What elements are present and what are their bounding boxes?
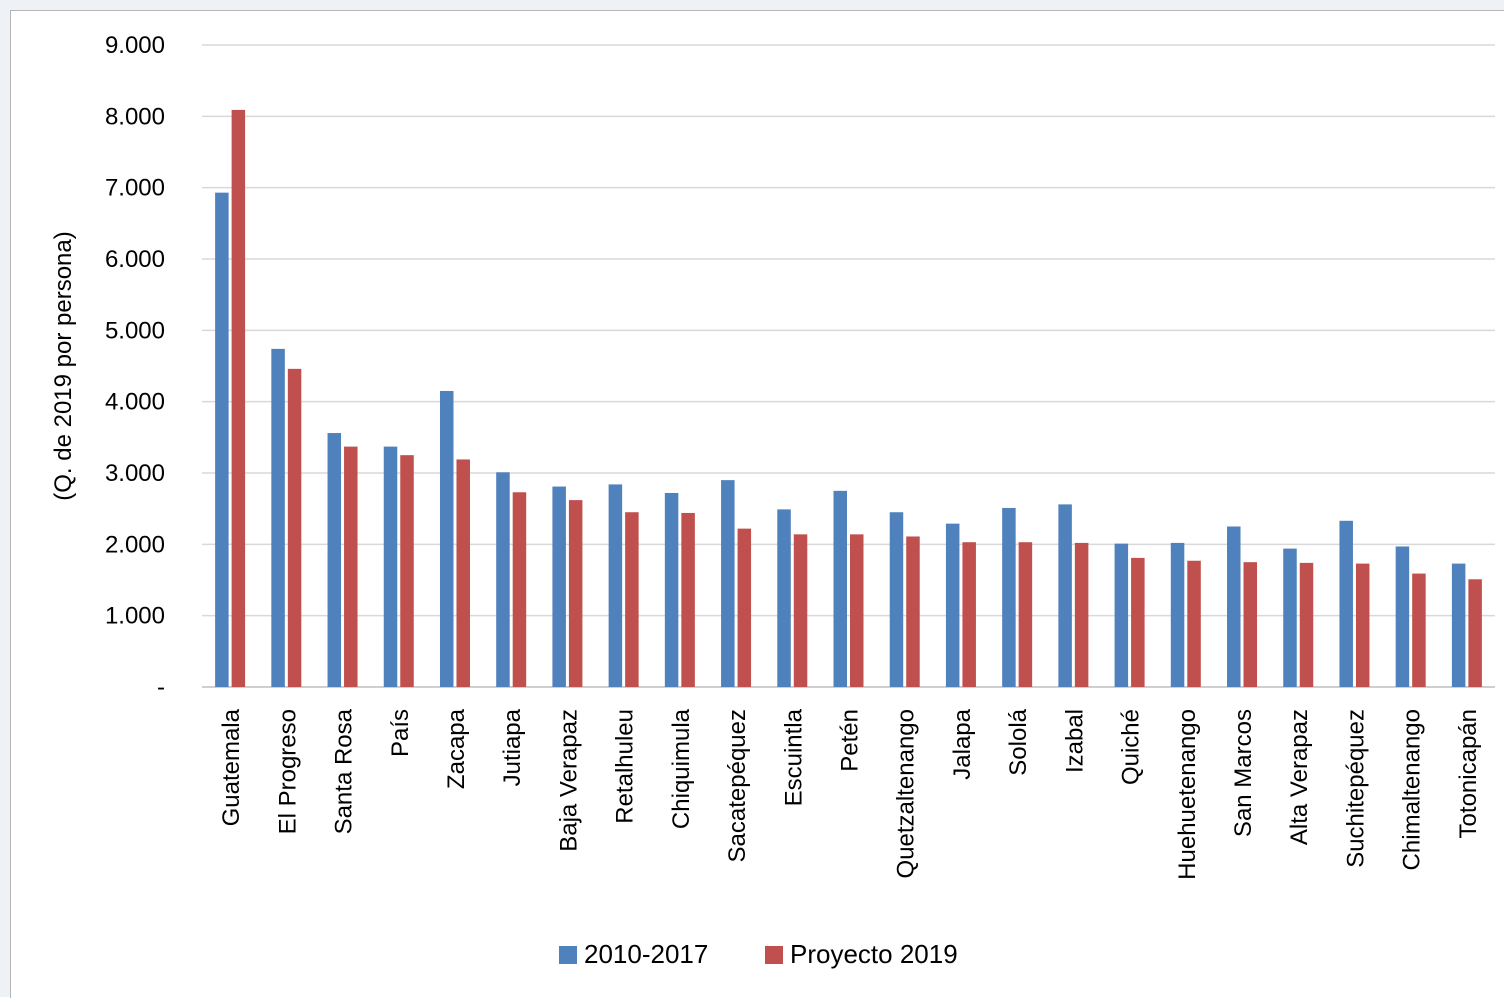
bar-series-2 [625,512,639,687]
bar-series-1 [777,509,791,687]
x-category-label: Sololá [1005,708,1032,775]
x-category-label: Chiquimula [668,708,695,829]
y-tick-label: 3.000 [105,460,165,487]
bar-series-1 [1058,504,1072,687]
bar-series-2 [1299,562,1314,687]
bar-series-2 [1131,557,1145,687]
bar-series-1 [889,512,904,687]
x-category-label: Suchitepéquez [1342,709,1369,868]
bar-series-1 [833,490,847,687]
x-category-label: País [387,709,414,757]
bar-series-2 [287,368,302,687]
bar-series-1 [439,390,454,687]
y-tick-label: 5.000 [105,317,165,344]
x-category-label: Escuintla [780,708,807,806]
x-category-label: Chimaltenango [1399,709,1426,870]
x-category-label: San Marcos [1230,709,1257,837]
x-category-label: Sacatepéquez [724,709,751,862]
bar-series-2 [1412,573,1426,687]
y-tick-label: 9.000 [105,32,165,59]
x-category-label: Totonicapán [1455,709,1482,838]
bar-series-1 [945,523,960,687]
bar-series-2 [1074,542,1089,687]
bar-series-2 [1355,563,1370,687]
legend-label: Proyecto 2019 [790,939,958,969]
x-category-label: Jutiapa [499,708,526,786]
bar-series-1 [1170,542,1185,687]
bar-series-2 [344,446,358,687]
bar-series-1 [1002,507,1016,687]
x-category-label: Petén [837,709,864,772]
chart-area: - 1.000 2.000 3.000 4.000 5.000 6.000 7.000 8.00… [10,10,1504,998]
x-category-label: Alta Verapaz [1286,709,1313,845]
x-category-label: Santa Rosa [331,708,358,834]
y-tick-label: 8.000 [105,103,165,130]
bar-series-1 [1339,520,1353,687]
bar-series-2 [850,534,864,687]
x-category-label: Retalhuleu [612,709,639,824]
bar-series-2 [1243,562,1258,687]
bar-series-1 [608,484,623,687]
bar-series-2 [1468,579,1482,687]
bar-series-2 [512,492,527,687]
bar-series-1 [1283,548,1297,687]
x-category-label: Zacapa [443,708,470,789]
x-category-label: El Progreso [274,709,301,834]
bar-series-2 [400,455,414,687]
y-tick-label: 6.000 [105,246,165,273]
bar-series-2 [568,500,583,687]
x-category-label: Quetzaltenango [893,709,920,878]
y-tick-label: 1.000 [105,603,165,630]
bar-chart: - 1.000 2.000 3.000 4.000 5.000 6.000 7.000 8.00… [50,32,1495,969]
bar-series-1 [383,446,398,687]
bar-series-2 [681,512,695,687]
x-category-label: Quiché [1118,709,1145,785]
y-tick-label: 4.000 [105,389,165,416]
legend-swatch [765,946,783,964]
legend-label: 2010-2017 [584,939,708,969]
bar-series-1 [552,486,566,687]
bar-series-2 [231,109,246,687]
bar-series-2 [793,534,808,687]
bar-series-1 [1395,546,1410,687]
x-category-label: Baja Verapaz [555,709,582,852]
bar-series-2 [906,536,920,687]
bar-series-1 [215,192,229,687]
x-category-label: Jalapa [949,708,976,779]
x-category-label: Guatemala [218,708,245,826]
bar-series-2 [1187,560,1201,687]
bar-series-1 [327,433,342,687]
x-category-label: Izabal [1061,709,1088,773]
y-tick-label: - [157,674,165,701]
bar-series-2 [1018,542,1033,687]
y-tick-label: 7.000 [105,175,165,202]
bar-series-2 [962,542,976,687]
bar-series-1 [1451,563,1466,687]
y-tick-label: 2.000 [105,531,165,558]
y-axis-label: (Q. de 2019 por persona) [50,231,77,501]
bar-series-1 [496,472,510,687]
bar-series-1 [1227,526,1241,687]
legend-swatch [559,946,577,964]
bar-series-2 [737,528,752,687]
bar-series-1 [721,480,735,687]
bar-series-1 [1114,543,1129,687]
bar-series-1 [664,492,679,687]
bar-series-2 [456,459,470,687]
bar-series-1 [271,348,285,687]
x-category-label: Huehuetenango [1174,709,1201,880]
